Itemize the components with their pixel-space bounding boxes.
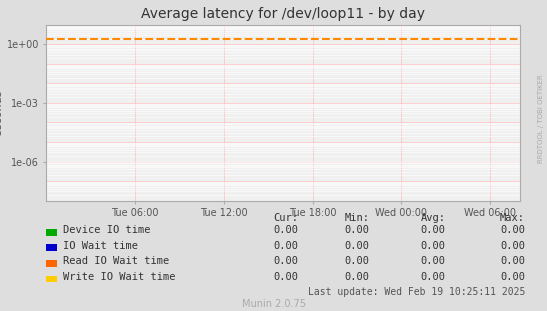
Title: Average latency for /dev/loop11 - by day: Average latency for /dev/loop11 - by day (141, 7, 425, 21)
Text: 0.00: 0.00 (421, 272, 446, 282)
Text: Write IO Wait time: Write IO Wait time (63, 272, 176, 282)
Text: Min:: Min: (344, 213, 369, 223)
Text: 0.00: 0.00 (273, 225, 298, 235)
Text: 0.00: 0.00 (344, 241, 369, 251)
Text: Last update: Wed Feb 19 10:25:11 2025: Last update: Wed Feb 19 10:25:11 2025 (308, 287, 525, 297)
Text: Avg:: Avg: (421, 213, 446, 223)
Text: 0.00: 0.00 (421, 256, 446, 266)
Text: 0.00: 0.00 (421, 241, 446, 251)
Text: 0.00: 0.00 (500, 225, 525, 235)
Text: 0.00: 0.00 (421, 225, 446, 235)
Text: 0.00: 0.00 (500, 272, 525, 282)
Text: 0.00: 0.00 (344, 225, 369, 235)
Text: IO Wait time: IO Wait time (63, 241, 138, 251)
Text: 0.00: 0.00 (344, 272, 369, 282)
Text: 0.00: 0.00 (500, 256, 525, 266)
Y-axis label: seconds: seconds (0, 90, 4, 136)
Text: 0.00: 0.00 (273, 272, 298, 282)
Text: 0.00: 0.00 (344, 256, 369, 266)
Text: Cur:: Cur: (273, 213, 298, 223)
Text: RRDTOOL / TOBI OETIKER: RRDTOOL / TOBI OETIKER (538, 74, 544, 163)
Text: 0.00: 0.00 (273, 241, 298, 251)
Text: Munin 2.0.75: Munin 2.0.75 (241, 299, 306, 309)
Text: Max:: Max: (500, 213, 525, 223)
Text: Device IO time: Device IO time (63, 225, 150, 235)
Text: 0.00: 0.00 (500, 241, 525, 251)
Text: 0.00: 0.00 (273, 256, 298, 266)
Text: Read IO Wait time: Read IO Wait time (63, 256, 169, 266)
